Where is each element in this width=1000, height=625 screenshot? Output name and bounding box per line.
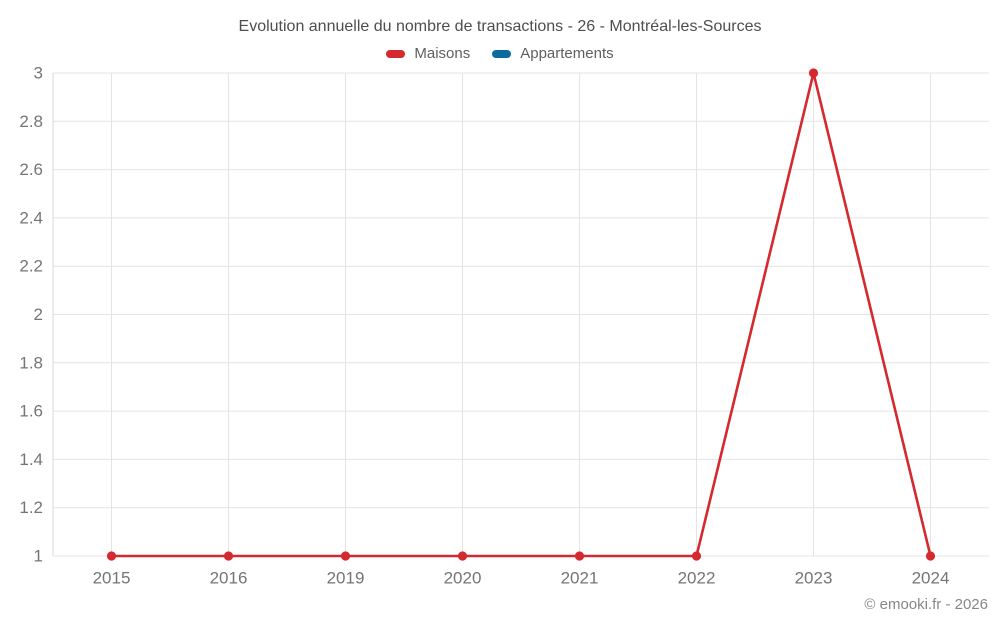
x-tick-label-2015: 2015 — [93, 569, 131, 588]
y-tick-label-2: 2 — [34, 305, 43, 324]
y-tick-label-2.2: 2.2 — [19, 257, 43, 276]
chart-title: Evolution annuelle du nombre de transact… — [238, 18, 762, 35]
data-point-maisons-2024[interactable] — [925, 551, 936, 561]
x-tick-label-2021: 2021 — [561, 569, 599, 588]
legend-item-maisons: Maisons — [386, 45, 470, 62]
data-point-maisons-2022[interactable] — [691, 551, 702, 561]
x-tick-label-2022: 2022 — [678, 569, 716, 588]
x-tick-label-2019: 2019 — [327, 569, 365, 588]
x-tick-label-2023: 2023 — [795, 569, 833, 588]
legend-swatch-maisons — [386, 49, 406, 58]
legend-label: Maisons — [414, 45, 471, 62]
legend-item-appartements: Appartements — [492, 45, 614, 62]
y-tick-label-2.8: 2.8 — [19, 112, 43, 131]
legend-swatch-appartements — [492, 49, 512, 58]
y-tick-label-1.8: 1.8 — [19, 353, 43, 372]
x-tick-label-2016: 2016 — [210, 569, 248, 588]
x-tick-label-2020: 2020 — [444, 569, 482, 588]
data-point-maisons-2023[interactable] — [808, 68, 819, 78]
y-tick-label-1.6: 1.6 — [19, 402, 43, 421]
data-point-maisons-2021[interactable] — [574, 551, 585, 561]
data-point-maisons-2019[interactable] — [340, 551, 351, 561]
data-point-maisons-2015[interactable] — [106, 551, 117, 561]
data-point-maisons-2020[interactable] — [457, 551, 468, 561]
watermark-credit: © emooki.fr - 2026 — [864, 596, 988, 613]
series-line-maisons — [110, 71, 932, 558]
y-tick-label-2.6: 2.6 — [19, 160, 43, 179]
x-tick-label-2024: 2024 — [912, 569, 950, 588]
y-tick-label-1: 1 — [34, 547, 43, 566]
y-tick-label-2.4: 2.4 — [19, 208, 43, 227]
chart-legend: Maisons Appartements — [0, 45, 1000, 62]
y-tick-label-1.4: 1.4 — [19, 450, 43, 469]
y-tick-label-3: 3 — [34, 64, 43, 83]
data-point-maisons-2016[interactable] — [223, 551, 234, 561]
y-tick-label-1.2: 1.2 — [19, 498, 43, 517]
legend-label: Appartements — [520, 45, 614, 62]
